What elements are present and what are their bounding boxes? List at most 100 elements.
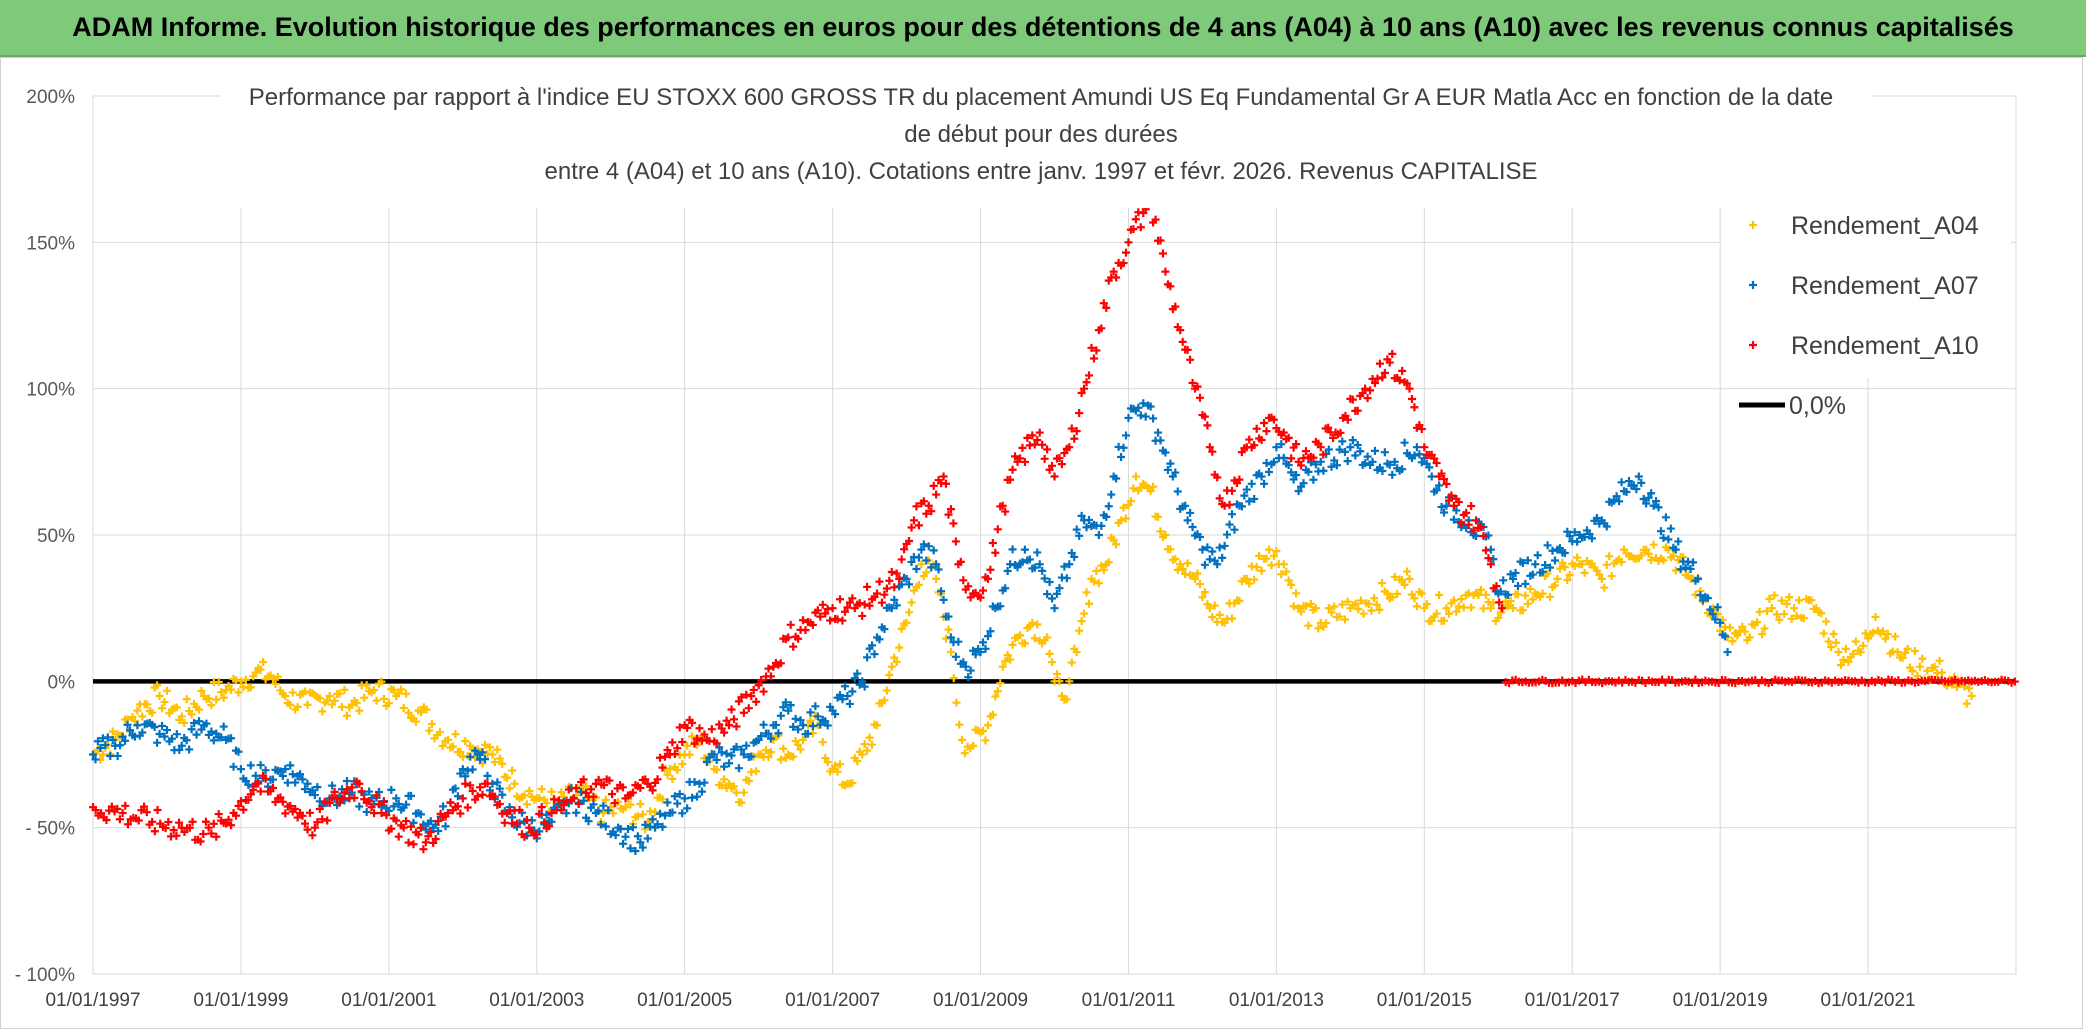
data-point (1122, 431, 1130, 440)
data-point (143, 700, 152, 709)
data-point (1459, 603, 1468, 612)
data-point (1615, 497, 1624, 506)
data-point (1942, 681, 1951, 690)
y-tick-label: 0% (48, 672, 76, 693)
data-point (495, 754, 504, 763)
data-point (1509, 574, 1518, 583)
legend-marker-swatch (1749, 221, 1757, 229)
data-point (663, 770, 672, 779)
data-point (754, 681, 763, 690)
data-point (1664, 545, 1673, 554)
data-point (934, 565, 943, 574)
data-point (919, 540, 928, 549)
data-point (387, 785, 396, 794)
data-point (520, 832, 529, 841)
data-point (1903, 644, 1912, 653)
data-point (1780, 609, 1789, 618)
data-point (658, 795, 667, 804)
data-point (742, 690, 751, 699)
data-point (1617, 558, 1626, 567)
data-point (1827, 643, 1836, 652)
data-point (421, 838, 430, 847)
data-point (1343, 597, 1352, 606)
data-point (998, 662, 1007, 671)
data-point (958, 735, 967, 744)
data-point (172, 730, 181, 739)
data-point (1464, 589, 1473, 598)
data-point (1181, 501, 1190, 510)
data-point (1405, 384, 1414, 393)
y-tick-label: 100% (26, 380, 75, 401)
data-point (1262, 427, 1271, 436)
data-point (1163, 465, 1172, 474)
data-point (1481, 590, 1490, 599)
data-point (917, 560, 926, 569)
data-point (1316, 457, 1325, 466)
data-point (1420, 604, 1429, 613)
data-point (690, 777, 699, 786)
data-point (303, 700, 312, 709)
data-point (1269, 458, 1278, 467)
data-point (389, 802, 398, 811)
data-point (618, 783, 627, 792)
data-point (1097, 521, 1106, 530)
data-point (382, 811, 391, 820)
data-point (730, 782, 738, 791)
data-point (1223, 530, 1232, 539)
data-point (1671, 566, 1680, 575)
data-point (1235, 596, 1244, 605)
data-point (377, 809, 386, 818)
legend-background (1721, 168, 2011, 378)
data-point (1497, 604, 1506, 613)
data-point (283, 778, 292, 787)
data-point (1055, 584, 1064, 593)
data-point (1595, 570, 1604, 579)
data-point (1284, 576, 1293, 585)
data-point (1499, 576, 1508, 585)
data-point (234, 747, 243, 756)
data-point (715, 743, 724, 752)
data-point (670, 792, 679, 801)
data-point (725, 721, 734, 730)
data-point (1437, 469, 1446, 478)
data-point (1647, 556, 1656, 565)
data-point (1405, 574, 1414, 583)
data-point (1898, 653, 1907, 662)
data-point (1048, 461, 1057, 470)
data-point (1479, 532, 1488, 541)
data-point (1193, 382, 1202, 391)
data-point (1543, 541, 1552, 550)
data-point (209, 736, 218, 745)
data-point (545, 822, 554, 831)
data-point (185, 745, 194, 754)
data-point (870, 650, 879, 659)
data-point (833, 615, 842, 624)
data-point (1338, 437, 1347, 446)
data-point (1716, 618, 1725, 627)
data-point (688, 732, 697, 741)
data-point (1264, 467, 1273, 476)
data-point (1553, 574, 1562, 583)
data-point (500, 818, 509, 827)
data-point (133, 706, 142, 715)
data-point (1255, 551, 1264, 560)
data-point (996, 602, 1005, 611)
data-point (836, 691, 845, 700)
data-point (1104, 558, 1113, 567)
data-point (153, 681, 162, 690)
data-point (427, 720, 436, 729)
data-point (160, 697, 169, 706)
data-point (1435, 591, 1444, 600)
data-point (402, 800, 411, 809)
data-point (1176, 326, 1185, 335)
x-tick-label: 01/01/1997 (45, 990, 140, 1011)
data-point (123, 820, 132, 829)
data-point (162, 686, 171, 695)
data-point (1020, 639, 1029, 648)
data-point (1292, 589, 1301, 598)
data-point (251, 771, 260, 780)
data-point (510, 779, 519, 788)
data-point (1094, 579, 1103, 588)
data-point (1353, 406, 1362, 415)
data-point (1008, 545, 1017, 554)
